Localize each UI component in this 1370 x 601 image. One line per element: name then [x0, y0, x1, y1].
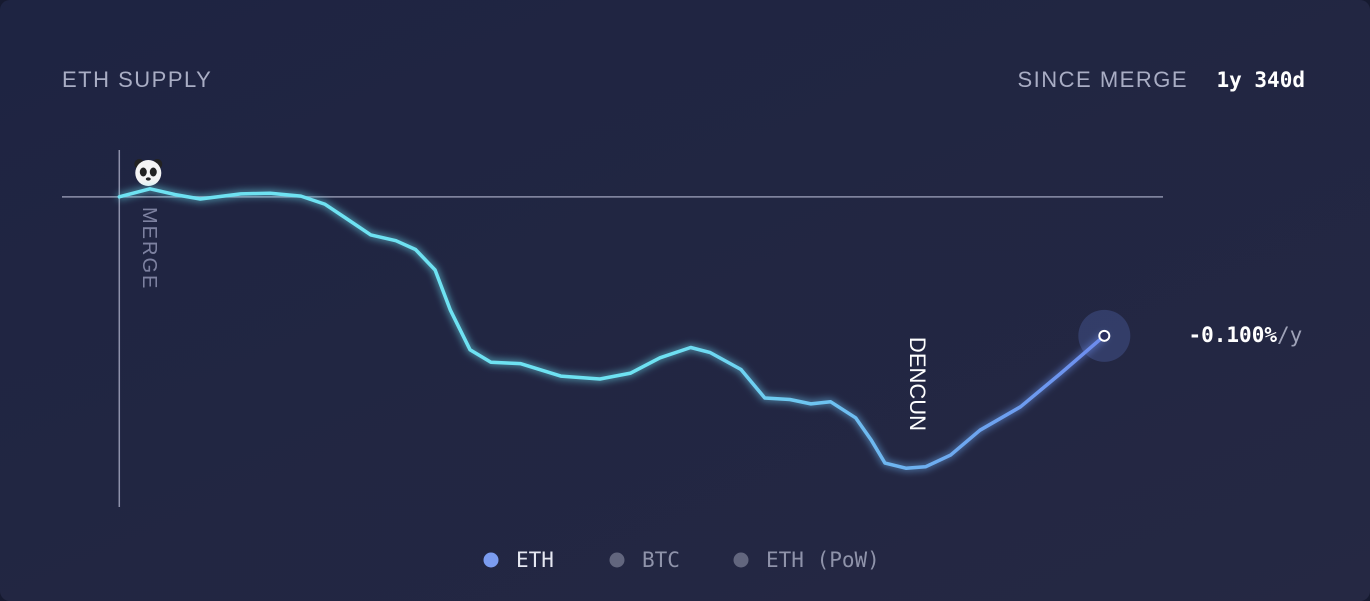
icon-face	[135, 160, 162, 186]
icon-eye	[139, 167, 147, 177]
rate: -0.100%	[1188, 323, 1277, 347]
rate-unit: /y	[1277, 323, 1302, 347]
annotation-label: DENCUN	[905, 337, 930, 431]
annotation-label: MERGE	[138, 207, 160, 290]
end-point	[1098, 329, 1111, 342]
period: 1y 340d	[1216, 68, 1305, 92]
legend-dot[interactable]	[483, 552, 499, 568]
legend-dot[interactable]	[733, 552, 749, 568]
legend-label[interactable]: ETH	[516, 548, 554, 572]
legend: ETH BTC ETH (PoW)	[483, 548, 880, 572]
icon-nose	[145, 177, 151, 181]
eth-line	[117, 187, 1107, 470]
legend-dot[interactable]	[609, 552, 625, 568]
icon-eye	[149, 167, 157, 177]
merge-icon	[134, 159, 163, 186]
legend-label[interactable]: BTC	[642, 548, 680, 572]
chart-title: ETH SUPPLY	[62, 67, 212, 92]
legend-label[interactable]: ETH (PoW)	[766, 548, 880, 572]
plot: MERGE DENCUN	[62, 150, 1163, 507]
period-label: SINCE MERGE	[1017, 67, 1188, 92]
